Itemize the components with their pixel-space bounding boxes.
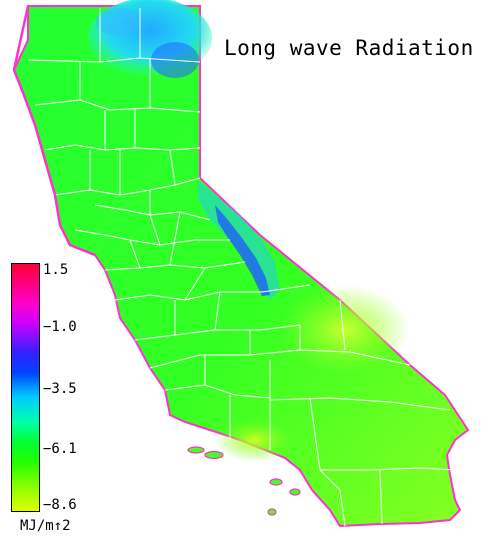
desert-warm-region (280, 285, 410, 375)
county-boundaries (27, 8, 456, 527)
map-title: Long wave Radiation (224, 36, 474, 60)
north-cool-region (88, 0, 212, 78)
sierra-cool-strip (198, 180, 280, 300)
legend-tick-max: 1.5 (43, 262, 69, 278)
legend-tick-3: −3.5 (43, 381, 77, 397)
legend-tick-2: −1.0 (43, 319, 77, 335)
coastline-edge (12, 5, 96, 257)
legend-tick-4: −6.1 (43, 441, 77, 457)
la-basin-warm-region (215, 418, 295, 462)
channel-islands (187, 446, 301, 516)
legend-units: MJ/m↑2 (20, 518, 71, 534)
legend-tick-min: −8.6 (43, 497, 77, 513)
color-scale-bar (11, 263, 40, 512)
